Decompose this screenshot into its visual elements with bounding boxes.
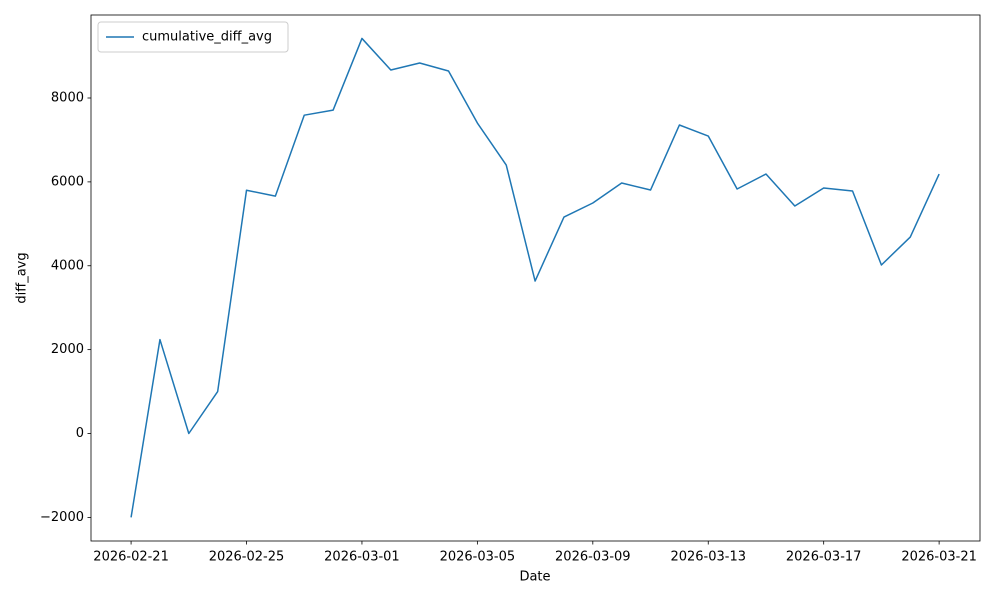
- legend-label: cumulative_diff_avg: [142, 30, 272, 45]
- y-tick-label: 4000: [51, 258, 84, 273]
- x-tick-label: 2026-02-21: [93, 550, 169, 565]
- x-tick-label: 2026-03-13: [670, 550, 746, 565]
- y-tick-label: 6000: [51, 174, 84, 189]
- y-tick-label: 8000: [51, 90, 84, 105]
- axes-frame: [90, 14, 981, 542]
- x-tick-label: 2026-03-05: [440, 550, 516, 565]
- x-axis-label: Date: [519, 570, 550, 585]
- data-line: [130, 37, 940, 518]
- legend-box: [97, 21, 289, 53]
- x-tick-label: 2026-03-17: [786, 550, 862, 565]
- x-tick-label: 2026-03-01: [324, 550, 400, 565]
- x-tick-label: 2026-03-21: [901, 550, 977, 565]
- x-tick-label: 2026-03-09: [555, 550, 631, 565]
- y-tick-label: −2000: [40, 510, 84, 525]
- y-tick-label: 0: [76, 426, 84, 441]
- x-tick-label: 2026-02-25: [209, 550, 285, 565]
- y-axis-label: diff_avg: [15, 252, 30, 303]
- y-tick-label: 2000: [51, 342, 84, 357]
